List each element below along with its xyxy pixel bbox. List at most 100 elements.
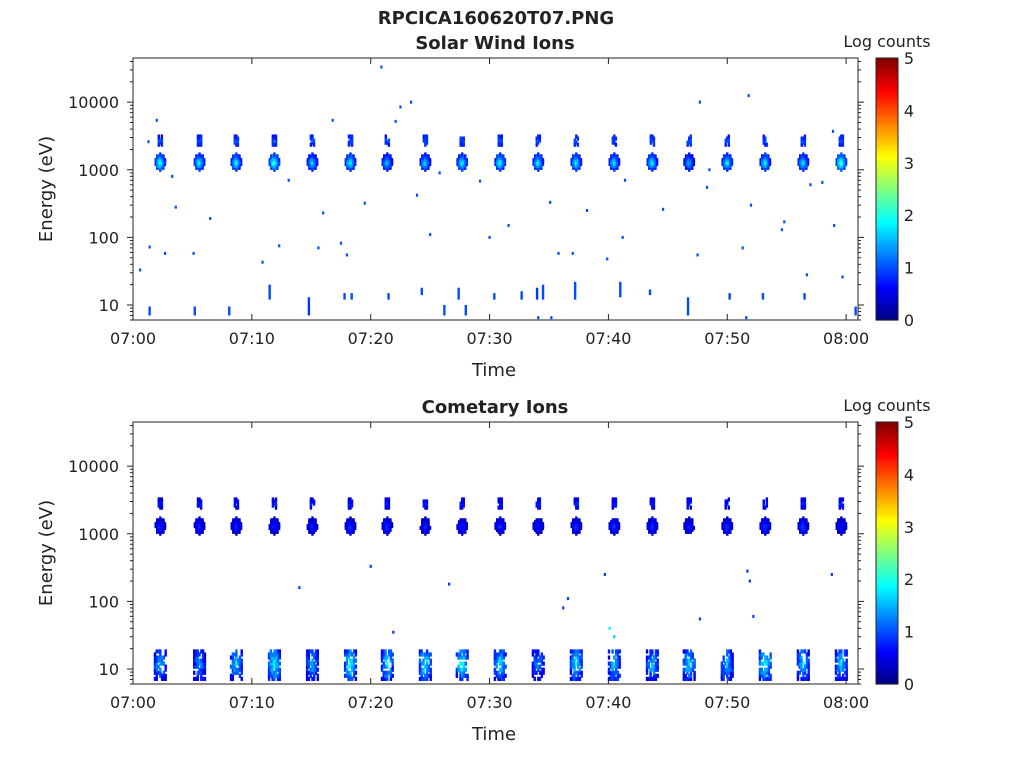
low-energy-cell [499,658,502,663]
low-energy-cell [271,676,274,681]
main-peak-cell [276,518,279,523]
low-energy-cell [767,658,771,663]
y-tick-label: 100 [88,592,119,611]
low-energy-streak [761,293,765,300]
secondary-peak-cell [274,501,278,506]
low-energy-cell [802,667,805,672]
low-energy-cell [497,652,500,657]
low-energy-cell [307,652,311,657]
low-energy-cell [726,667,729,672]
secondary-peak-cell [838,497,842,502]
low-energy-cell [607,661,611,666]
low-energy-cell [760,673,763,678]
main-peak-cell [730,158,734,163]
low-energy-cell [836,673,839,678]
main-peak-cell [462,154,465,159]
low-energy-cell [164,676,167,681]
sparse-point [661,207,665,211]
low-energy-cell [196,676,199,681]
low-energy-streak [228,306,231,316]
low-energy-cell [573,658,576,663]
low-energy-cell [316,652,320,657]
colorbar-segment [876,621,898,626]
main-peak-cell [616,154,619,159]
colorbar-segment [876,625,898,629]
low-energy-cell [688,661,691,666]
low-energy-cell [203,664,207,669]
sparse-point [171,174,174,178]
low-energy-cell [155,664,158,669]
low-energy-cell [153,667,157,672]
low-energy-cell [569,655,573,660]
secondary-peak-cell [235,497,238,502]
low-energy-cell [159,652,162,657]
low-energy-cell [845,664,848,669]
secondary-peak-cell [800,503,803,508]
low-energy-cell [765,676,769,681]
low-energy-cell [720,664,724,669]
low-energy-cell [614,664,618,669]
low-energy-cell [316,667,320,672]
low-energy-cell [722,667,725,672]
main-peak-cell [349,152,352,157]
low-energy-cell [720,673,724,678]
main-peak-cell [724,154,727,159]
solar-wind-plot-frame [132,57,859,321]
sparse-point [696,253,699,257]
low-energy-cell [164,649,167,654]
low-energy-cell [196,658,199,663]
low-energy-streak [493,293,496,300]
sparse-point [488,235,491,239]
secondary-peak-cell [198,134,201,139]
low-energy-cell [656,664,659,669]
low-energy-cell [652,655,656,660]
low-energy-cell [573,673,576,678]
secondary-peak-cell [688,136,691,141]
low-energy-cell [838,649,841,654]
main-peak-cell [199,154,203,159]
low-energy-cell [802,661,805,666]
sparse-point [399,105,402,109]
low-energy-cell [798,664,801,669]
low-energy-cell [351,658,354,663]
colorbar-segment [876,556,898,561]
low-energy-cell [609,664,612,669]
secondary-peak-cell [312,142,316,147]
low-energy-cell [611,664,614,669]
main-peak-cell [841,518,845,523]
colorbar-segment [876,484,898,489]
low-energy-cell [614,661,618,666]
colorbar-segment [876,264,898,269]
main-peak-cell [835,522,838,527]
main-peak-cell [541,158,545,163]
secondary-peak-cell [199,503,203,508]
colorbar-segment [876,316,898,321]
sparse-point [613,635,616,639]
low-energy-cell [493,652,497,657]
colorbar-segment [876,87,898,92]
low-energy-cell [686,661,689,666]
low-energy-cell [684,652,687,657]
low-energy-cell [425,667,429,672]
secondary-peak-cell [236,503,240,508]
low-energy-cell [841,673,845,678]
low-energy-cell [229,664,233,669]
low-energy-cell [796,670,800,675]
secondary-peak-cell [425,499,429,504]
low-energy-cell [540,670,544,675]
low-energy-cell [351,661,354,666]
low-energy-cell [311,667,314,672]
low-energy-cell [457,655,460,660]
secondary-peak-cell [841,138,845,143]
colorbar-segment [876,225,898,229]
low-energy-cell [502,673,506,678]
main-peak-cell [352,154,355,159]
low-energy-cell [535,664,538,669]
secondary-peak-cell [198,497,201,502]
main-peak-cell [838,518,842,523]
secondary-peak-cell [537,497,540,502]
low-energy-cell [164,664,167,669]
low-energy-cell [273,670,276,675]
low-energy-cell [193,664,196,669]
secondary-peak-cell [461,140,464,145]
